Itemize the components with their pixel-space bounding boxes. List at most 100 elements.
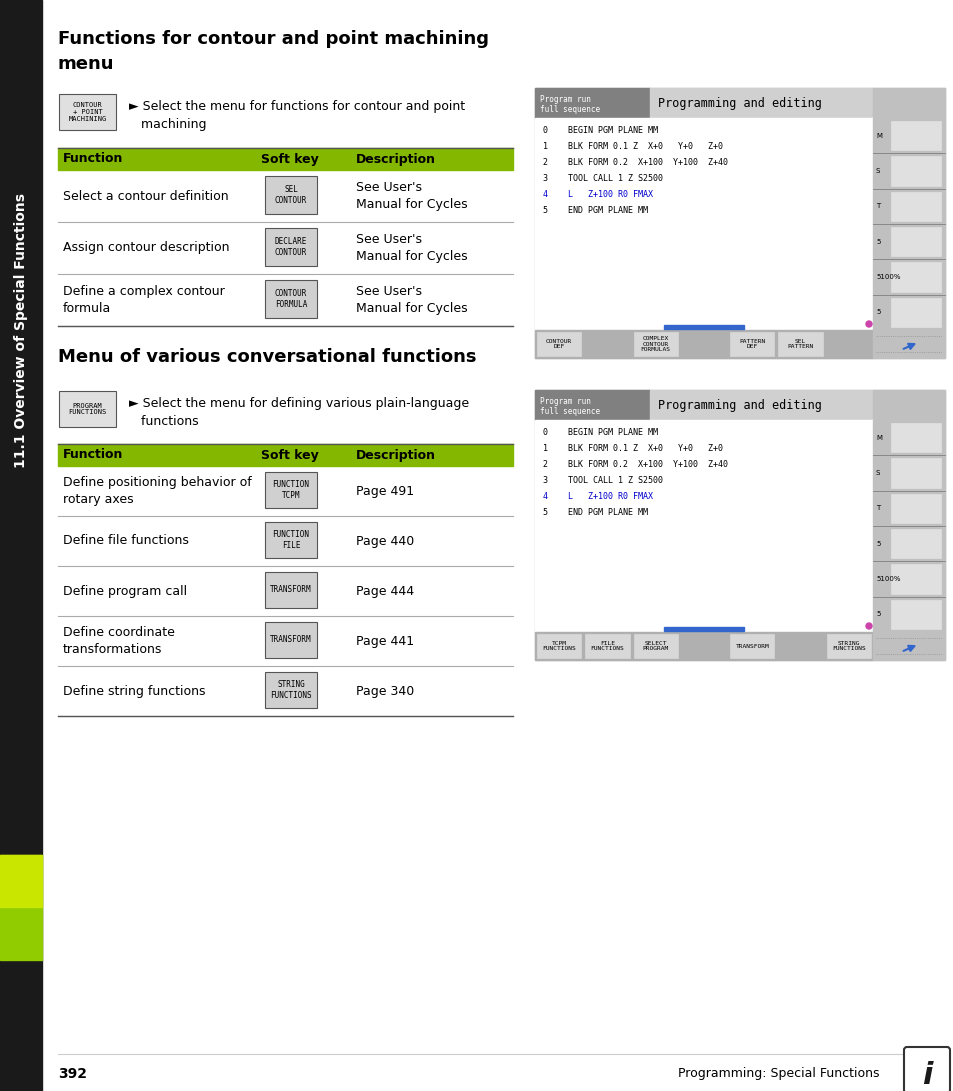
Text: S: S xyxy=(875,470,880,476)
Text: Page 444: Page 444 xyxy=(355,585,414,598)
Text: Soft key: Soft key xyxy=(261,448,318,461)
Text: Program run: Program run xyxy=(539,397,590,406)
Text: 5: 5 xyxy=(875,541,880,547)
Text: 5100%: 5100% xyxy=(875,576,900,582)
Text: Description: Description xyxy=(355,153,436,166)
Text: 11.1 Overview of Special Functions: 11.1 Overview of Special Functions xyxy=(14,192,28,468)
Bar xyxy=(890,458,940,488)
FancyBboxPatch shape xyxy=(265,672,316,708)
Bar xyxy=(58,566,513,616)
Text: Define program call: Define program call xyxy=(63,585,187,598)
Text: full sequence: full sequence xyxy=(539,105,599,113)
Bar xyxy=(535,88,649,118)
Text: CONTOUR
+ POINT
MACHINING: CONTOUR + POINT MACHINING xyxy=(69,101,107,122)
Text: Program run: Program run xyxy=(539,95,590,104)
Bar xyxy=(535,88,944,358)
Text: 392: 392 xyxy=(58,1067,87,1081)
FancyBboxPatch shape xyxy=(265,176,316,214)
FancyBboxPatch shape xyxy=(265,521,316,558)
Text: PROGRAM
FUNCTIONS: PROGRAM FUNCTIONS xyxy=(69,403,107,416)
Text: 0    BEGIN PGM PLANE MM: 0 BEGIN PGM PLANE MM xyxy=(542,428,658,437)
FancyBboxPatch shape xyxy=(59,94,116,130)
Bar xyxy=(890,121,940,151)
Bar xyxy=(58,466,513,516)
Text: TRANSFORM: TRANSFORM xyxy=(270,586,312,595)
Text: M: M xyxy=(875,133,882,139)
FancyBboxPatch shape xyxy=(265,280,316,317)
FancyBboxPatch shape xyxy=(59,391,116,427)
Text: 5    END PGM PLANE MM: 5 END PGM PLANE MM xyxy=(542,508,647,517)
Text: 5    END PGM PLANE MM: 5 END PGM PLANE MM xyxy=(542,206,647,215)
Text: Assign contour description: Assign contour description xyxy=(63,241,230,254)
Text: FUNCTION
TCPM: FUNCTION TCPM xyxy=(273,480,309,500)
Bar xyxy=(890,423,940,453)
Text: ► Select the menu for functions for contour and point
   machining: ► Select the menu for functions for cont… xyxy=(129,100,465,131)
Text: See User's
Manual for Cycles: See User's Manual for Cycles xyxy=(355,233,467,263)
Text: Programming and editing: Programming and editing xyxy=(658,398,821,411)
Bar xyxy=(0,29,42,640)
Text: Page 340: Page 340 xyxy=(355,684,414,697)
Text: See User's
Manual for Cycles: See User's Manual for Cycles xyxy=(355,181,467,211)
Text: Programming and editing: Programming and editing xyxy=(658,96,821,109)
Bar xyxy=(872,329,944,358)
Bar xyxy=(633,634,678,658)
Text: ► Select the menu for defining various plain-language
   functions: ► Select the menu for defining various p… xyxy=(129,397,469,428)
Text: TRANSFORM: TRANSFORM xyxy=(270,635,312,645)
Bar xyxy=(585,634,629,658)
Circle shape xyxy=(865,321,871,327)
Bar xyxy=(890,600,940,630)
Bar xyxy=(890,529,940,559)
Bar xyxy=(58,616,513,666)
Text: 5: 5 xyxy=(875,310,880,315)
Text: TRANSFORM: TRANSFORM xyxy=(735,644,768,648)
Bar xyxy=(58,221,513,274)
Text: Define string functions: Define string functions xyxy=(63,684,205,697)
Bar xyxy=(0,0,42,1091)
Bar xyxy=(872,420,944,632)
FancyBboxPatch shape xyxy=(265,472,316,508)
Text: T: T xyxy=(875,505,880,512)
Text: full sequence: full sequence xyxy=(539,407,599,416)
Text: Description: Description xyxy=(355,448,436,461)
Bar xyxy=(537,332,580,356)
Bar xyxy=(0,855,42,960)
Text: Function: Function xyxy=(63,448,123,461)
Bar xyxy=(663,325,743,329)
Text: DECLARE
CONTOUR: DECLARE CONTOUR xyxy=(274,238,307,256)
Bar xyxy=(58,516,513,566)
Text: 5: 5 xyxy=(875,239,880,244)
Text: 2    BLK FORM 0.2  X+100  Y+100  Z+40: 2 BLK FORM 0.2 X+100 Y+100 Z+40 xyxy=(542,460,727,469)
Bar xyxy=(890,227,940,256)
Text: 5: 5 xyxy=(875,611,880,618)
Bar xyxy=(649,389,872,420)
Bar xyxy=(729,332,774,356)
Text: S: S xyxy=(875,168,880,173)
Text: Programming: Special Functions: Programming: Special Functions xyxy=(678,1067,879,1080)
Text: M: M xyxy=(875,434,882,441)
Bar xyxy=(872,118,944,329)
Text: Define a complex contour
formula: Define a complex contour formula xyxy=(63,285,225,315)
Bar xyxy=(535,632,872,660)
Bar xyxy=(58,444,513,466)
Bar xyxy=(872,88,944,118)
Text: SELECT
PROGRAM: SELECT PROGRAM xyxy=(642,640,668,651)
Text: TCPM
FUNCTIONS: TCPM FUNCTIONS xyxy=(541,640,576,651)
Circle shape xyxy=(865,623,871,630)
Text: Soft key: Soft key xyxy=(261,153,318,166)
FancyBboxPatch shape xyxy=(265,622,316,658)
Text: 4    L   Z+100 R0 FMAX: 4 L Z+100 R0 FMAX xyxy=(542,492,652,501)
Bar xyxy=(890,262,940,291)
Bar xyxy=(890,192,940,221)
Bar xyxy=(778,332,821,356)
Text: STRING
FUNCTIONS: STRING FUNCTIONS xyxy=(831,640,864,651)
Text: 4    L   Z+100 R0 FMAX: 4 L Z+100 R0 FMAX xyxy=(542,190,652,199)
Text: Page 440: Page 440 xyxy=(355,535,414,548)
Bar xyxy=(890,564,940,594)
Text: Page 441: Page 441 xyxy=(355,635,414,647)
Text: 3    TOOL CALL 1 Z S2500: 3 TOOL CALL 1 Z S2500 xyxy=(542,173,662,183)
Bar xyxy=(729,634,774,658)
Text: 2    BLK FORM 0.2  X+100  Y+100  Z+40: 2 BLK FORM 0.2 X+100 Y+100 Z+40 xyxy=(542,158,727,167)
Text: SEL
PATTERN: SEL PATTERN xyxy=(786,338,813,349)
Bar xyxy=(535,389,649,420)
Text: Page 491: Page 491 xyxy=(355,484,414,497)
